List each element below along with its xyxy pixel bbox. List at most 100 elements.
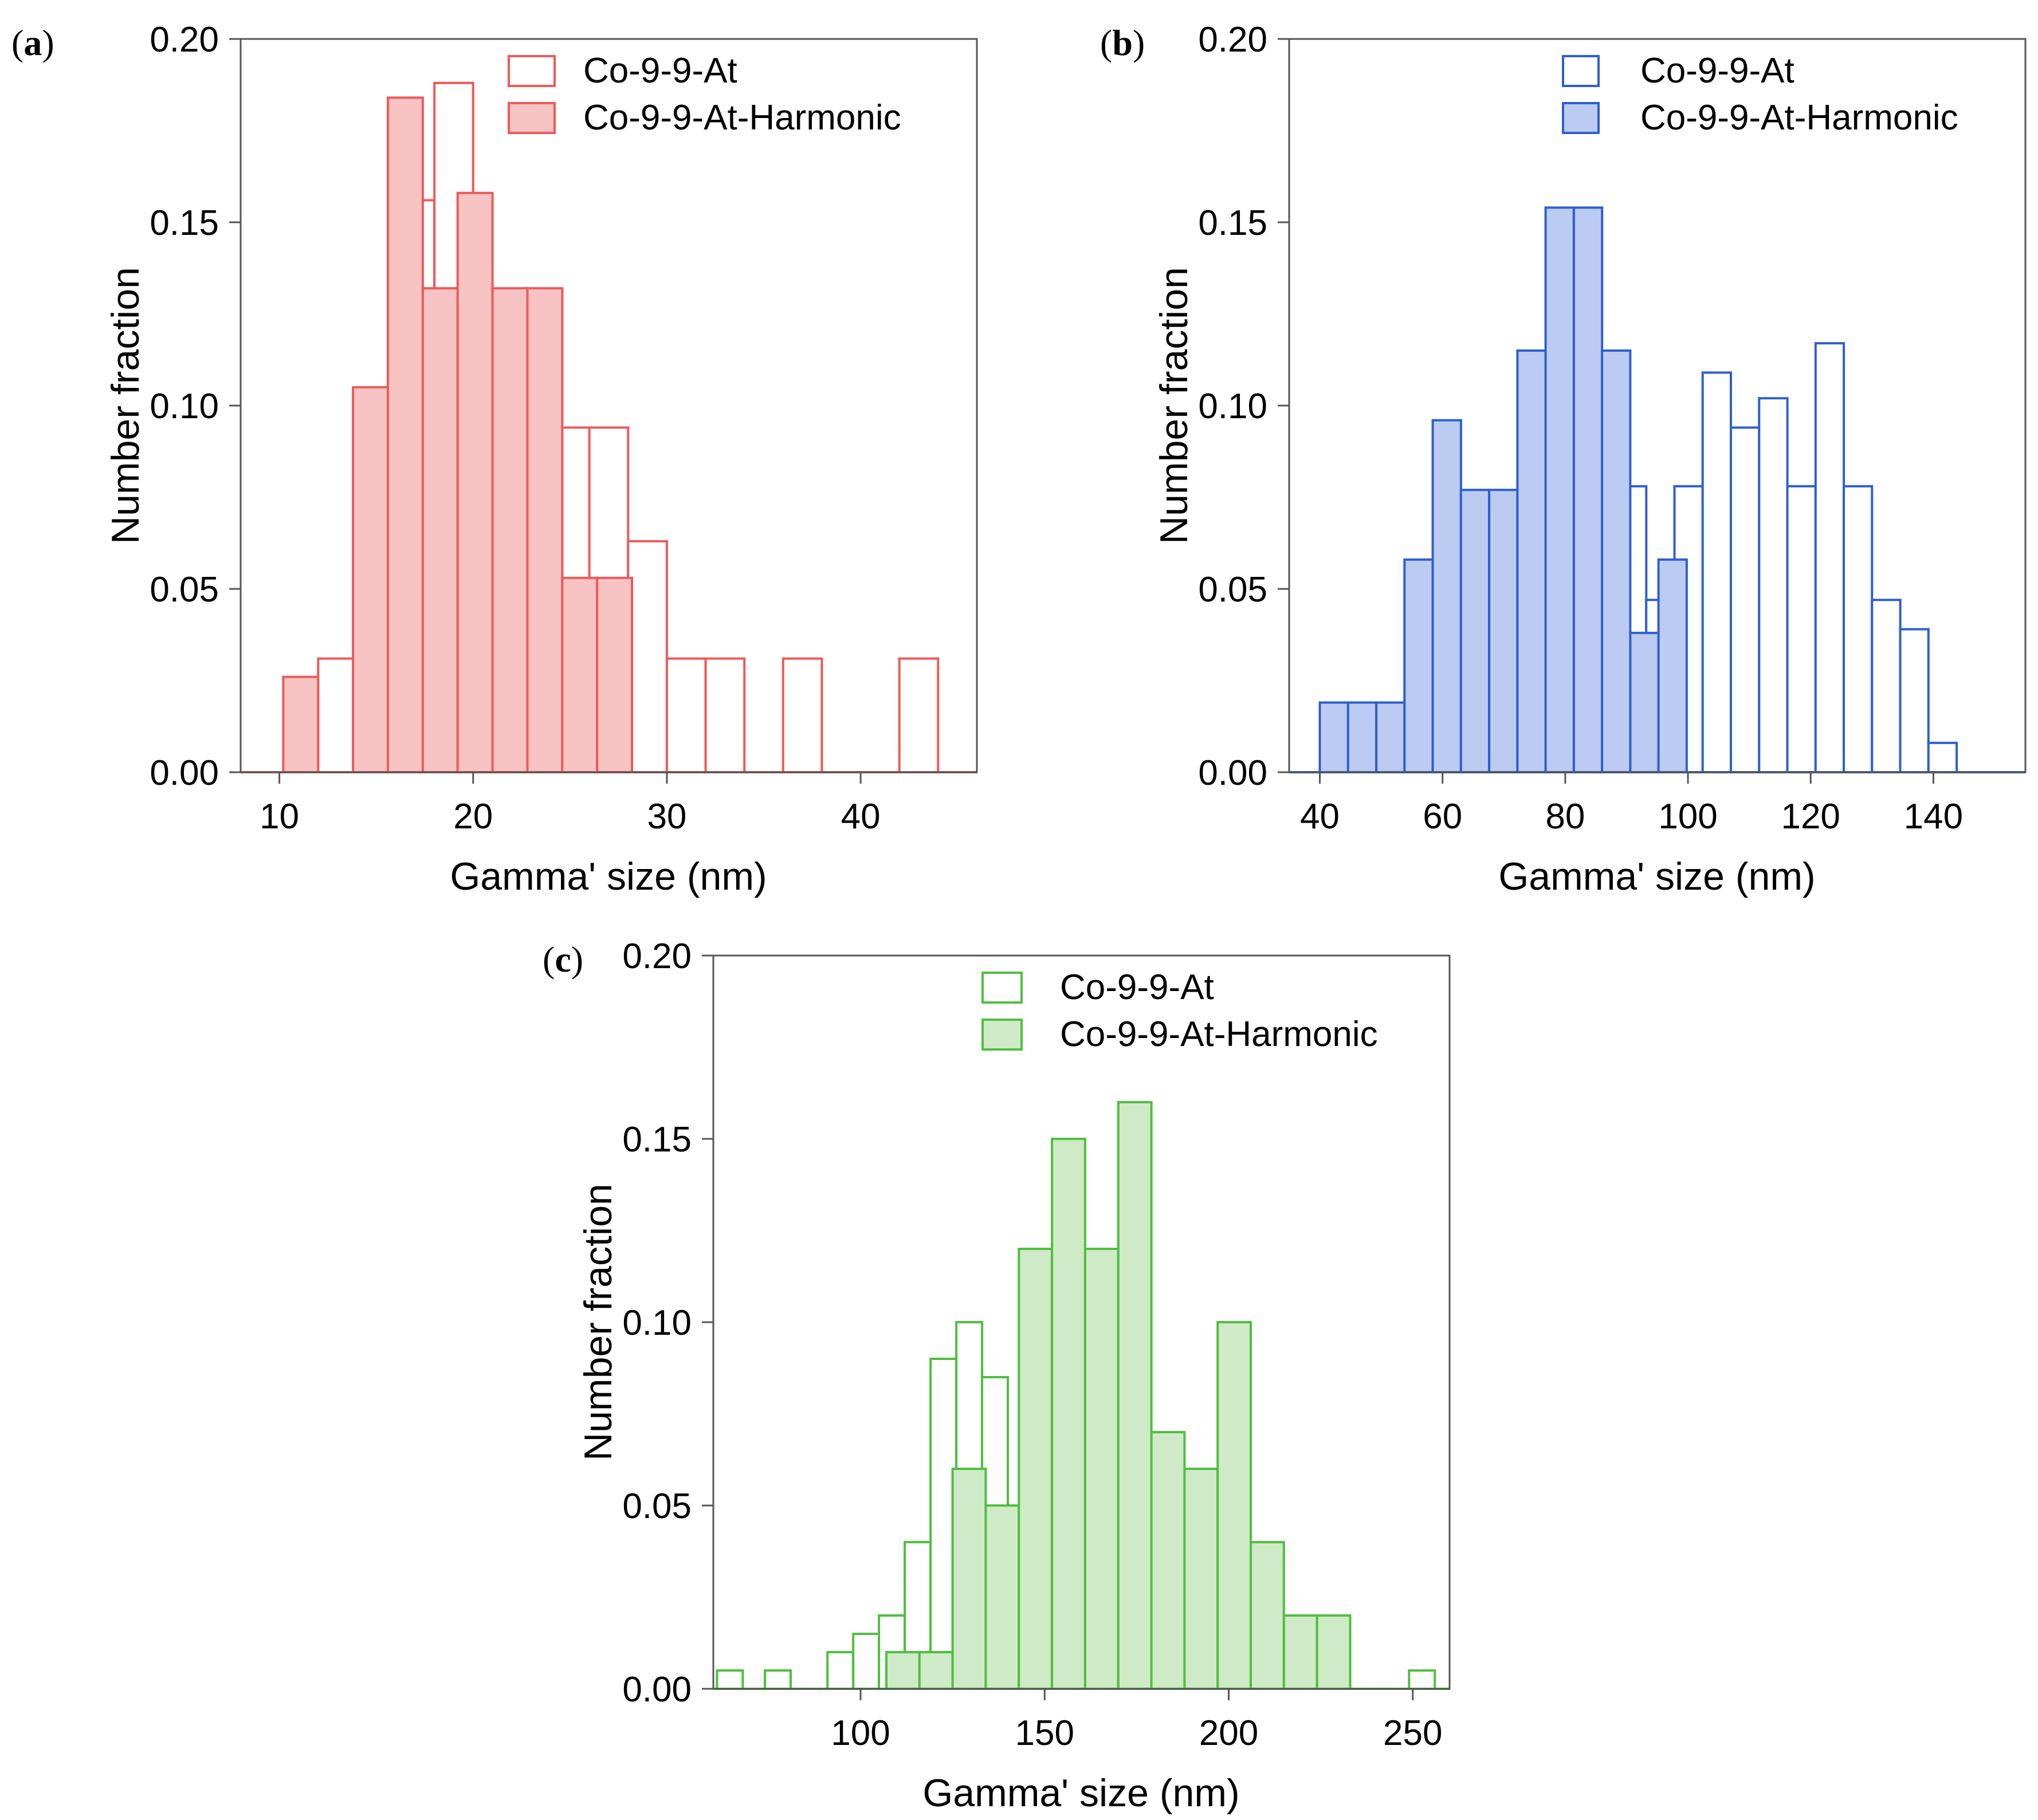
panel-b-at-bar-0-8 (1843, 485, 1874, 773)
panel-b-label-close: ) (1133, 22, 1145, 63)
panel-b-at-bar-0-11 (1927, 741, 1958, 774)
panel-c-harmonic-bar-1-11 (1250, 1541, 1285, 1690)
panel-a-y-tick-label: 0.20 (150, 20, 219, 60)
panel-b-legend-open-label: Co-9-9-At (1640, 51, 1794, 91)
panel-a-y-axis-label: Number fraction (104, 267, 147, 544)
panel-a-y-tick-label: 0.00 (150, 753, 219, 793)
panel-a-x-tick-label: 30 (647, 797, 686, 836)
panel-c-harmonic-bar-1-7 (1117, 1101, 1153, 1690)
panel-c-at-bar-2-1 (764, 1669, 792, 1690)
panel-b-legend-swatch-filled (1562, 102, 1600, 134)
panel-b-at-bar-0-4 (1730, 426, 1761, 773)
panel-c-y-tick-label: 0.15 (622, 1120, 692, 1159)
panel-c-label: (c) (543, 939, 583, 980)
panel-b-x-tick-label: 140 (1904, 797, 1963, 836)
panel-a-at-bar-0-9 (665, 657, 707, 773)
panel-b-harmonic-bar-1-7 (1516, 349, 1547, 773)
panel-c-harmonic-bar-1-3 (984, 1504, 1020, 1690)
panel-c-legend-open-label: Co-9-9-At (1060, 968, 1214, 1007)
panel-b-y-tick-label: 0.05 (1198, 570, 1267, 610)
panel-b-y-tick-label: 0.10 (1198, 387, 1267, 426)
panel-c-x-tick-label: 150 (1015, 1713, 1074, 1753)
panel-c-at-bar-2-0 (716, 1669, 744, 1690)
panel-b-harmonic-bar-1-12 (1657, 558, 1688, 773)
panel-c-x-ticks: 100 150 200 250 (831, 1689, 1442, 1753)
panel-c-harmonic-bar-1-10 (1216, 1321, 1252, 1690)
panel-c-legend-swatch-open (981, 972, 1023, 1004)
panel-b-y-tick-label: 0.15 (1198, 203, 1267, 243)
panel-c-y-ticks: 0.00 0.05 0.10 0.15 0.20 (622, 937, 713, 1709)
panel-a-legend-swatch-open (508, 55, 556, 87)
panel-a-harmonic-bar-1-0 (282, 675, 320, 773)
panel-c-x-tick-label: 200 (1199, 1713, 1258, 1753)
panel-b-harmonic-bar-1-5 (1459, 489, 1491, 773)
panel-a-y-tick-label: 0.05 (150, 570, 219, 610)
panel-c-x-axis-label: Gamma' size (nm) (922, 1771, 1239, 1815)
panel-a-at-bar-0-15 (898, 657, 940, 773)
panel-b-harmonic-bar-1-2 (1375, 701, 1406, 774)
panel-c-harmonic-bar-1-8 (1150, 1431, 1186, 1690)
panel-c-harmonic-bar-1-2 (951, 1468, 987, 1690)
panel-c-bars-filled (885, 1101, 1352, 1690)
panel-a-harmonic-bar-1-9 (596, 576, 634, 773)
panel-c-harmonic-bar-1-12 (1282, 1614, 1318, 1690)
panel-a-legend-filled-label: Co-9-9-At-Harmonic (583, 98, 901, 137)
panel-c-y-axis-label: Number fraction (576, 1184, 620, 1461)
panel-b-harmonic-bar-1-3 (1403, 558, 1434, 773)
panel-c-harmonic-bar-1-5 (1051, 1138, 1086, 1690)
panel-c: (c) 0.00 0.05 0.10 0.15 0.20 100 150 200 250 Ga… (543, 937, 1451, 1815)
panel-a-label: (a) (11, 22, 54, 63)
panel-b-at-bar-0-9 (1871, 599, 1902, 773)
panel-c-x-tick-label: 250 (1383, 1713, 1442, 1753)
panel-a-harmonic-bar-1-7 (526, 287, 564, 773)
panel-a-x-ticks: 10 20 30 40 (260, 772, 881, 836)
panel-b-label-letter: b (1112, 22, 1133, 63)
panel-a-x-tick-label: 40 (841, 797, 881, 836)
panel-b-x-ticks: 40 60 80 100 120 140 (1300, 772, 1963, 836)
panel-b-harmonic-bar-1-6 (1488, 489, 1519, 773)
panel-a-harmonic-bar-1-8 (561, 576, 599, 773)
panel-c-harmonic-bar-1-13 (1316, 1614, 1352, 1690)
panel-a-harmonic-bar-1-4 (421, 287, 459, 773)
panel-b-at-bar-0-7 (1814, 342, 1845, 773)
panel-b-harmonic-bar-1-8 (1544, 206, 1575, 773)
panel-b-at-bar-0-5 (1758, 397, 1789, 773)
panel-a-at-bar-0-10 (704, 657, 746, 773)
panel-c-harmonic-bar-1-9 (1183, 1468, 1219, 1690)
panel-b-label: (b) (1100, 22, 1145, 63)
panel-b-y-tick-label: 0.20 (1198, 20, 1267, 60)
panel-a-harmonic-bar-1-2 (352, 386, 390, 773)
panel-a-label-letter: a (23, 22, 42, 63)
panel-c-y-tick-label: 0.05 (622, 1487, 692, 1526)
panel-b-harmonic-bar-1-0 (1318, 701, 1349, 774)
panel-a-legend-swatch-filled (508, 102, 556, 134)
panel-b-harmonic-bar-1-10 (1601, 349, 1632, 773)
panel-c-x-tick-label: 100 (831, 1713, 890, 1753)
panel-a-at-bar-0-12 (782, 657, 823, 773)
panel-a-y-tick-label: 0.15 (150, 203, 219, 243)
panel-c-at-bar-0-0 (826, 1651, 855, 1690)
panel-b-legend-filled-label: Co-9-9-At-Harmonic (1640, 98, 1958, 137)
panel-c-at-bar-0-1 (852, 1633, 881, 1690)
panel-b-at-bar-0-10 (1899, 628, 1930, 774)
panel-c-label-letter: c (555, 939, 571, 980)
panel-b-x-axis-label: Gamma' size (nm) (1498, 855, 1815, 898)
panel-a-label-open: ( (11, 22, 23, 63)
panel-c-harmonic-bar-1-6 (1083, 1248, 1120, 1690)
panel-b-at-bar-0-6 (1786, 485, 1817, 773)
panel-b-legend-swatch-open (1562, 55, 1600, 87)
panel-b-bars-filled (1318, 206, 1688, 774)
panel-c-harmonic-bar-1-4 (1018, 1248, 1054, 1690)
panel-a: (a) 0.00 0.05 0.10 0.15 0.20 10 20 30 40 Gamma'… (11, 20, 978, 898)
panel-b-y-ticks: 0.00 0.05 0.10 0.15 0.20 (1198, 20, 1289, 793)
panel-a-harmonic-bar-1-6 (491, 287, 529, 773)
panel-c-y-tick-label: 0.10 (622, 1303, 692, 1343)
panel-c-legend: Co-9-9-At Co-9-9-At-Harmonic (981, 968, 1378, 1054)
panel-c-at-bar-2-2 (1408, 1669, 1436, 1690)
panel-a-at-bar-0-8 (627, 540, 668, 773)
panel-a-at-bar-0-0 (317, 657, 358, 773)
panel-c-legend-swatch-filled (981, 1019, 1023, 1051)
panel-b-x-tick-label: 120 (1781, 797, 1840, 836)
panel-a-harmonic-bar-1-3 (387, 96, 424, 773)
